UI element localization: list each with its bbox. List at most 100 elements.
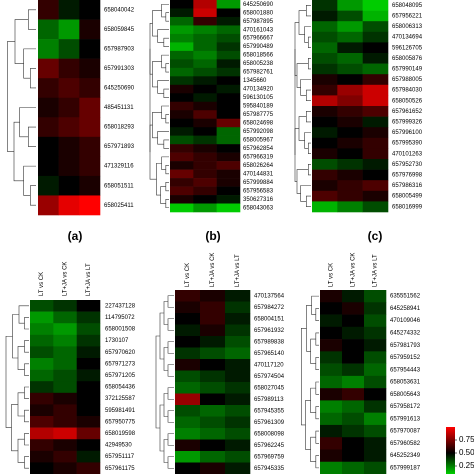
dendrogram bbox=[165, 63, 169, 73]
row-label: 657961932 bbox=[254, 328, 285, 334]
dendrogram bbox=[23, 165, 36, 196]
heatmap-cell bbox=[312, 169, 338, 181]
heatmap-cell bbox=[175, 382, 201, 394]
heatmap-cell bbox=[337, 53, 363, 64]
row-label: 470109046 bbox=[390, 318, 421, 324]
row-label: 227437128 bbox=[105, 303, 136, 309]
heatmap-cell bbox=[76, 404, 101, 417]
heatmap-cell bbox=[337, 84, 363, 96]
heatmap-cell bbox=[200, 439, 226, 452]
dendrogram bbox=[165, 182, 169, 192]
heatmap-cell bbox=[362, 42, 389, 54]
heatmap-cell bbox=[38, 117, 59, 138]
heatmap-cell bbox=[200, 405, 226, 417]
heatmap-cell bbox=[76, 334, 101, 347]
dendrogram bbox=[155, 335, 160, 429]
row-label: 658053631 bbox=[390, 380, 421, 386]
heatmap-cell bbox=[38, 175, 59, 196]
heatmap-cell bbox=[170, 93, 194, 103]
heatmap-cell bbox=[200, 313, 226, 325]
row-label: 645258941 bbox=[390, 306, 421, 312]
heatmap-cell bbox=[225, 405, 251, 417]
heatmap-cell bbox=[170, 135, 194, 145]
heatmap-cell bbox=[216, 33, 241, 43]
heatmap-cell bbox=[362, 0, 389, 11]
dendrogram bbox=[296, 169, 309, 194]
row-label: 658005238 bbox=[243, 61, 274, 67]
dendrogram bbox=[310, 338, 316, 364]
heatmap-cell bbox=[170, 110, 194, 120]
heatmap-cell bbox=[170, 178, 194, 187]
dendrogram bbox=[149, 23, 153, 75]
heatmap-cell bbox=[193, 110, 217, 120]
row-label: 657992098 bbox=[243, 129, 274, 135]
dendrogram bbox=[23, 48, 36, 79]
dendrogram bbox=[305, 400, 311, 450]
row-label: 657958172 bbox=[390, 404, 421, 410]
heatmap-cell bbox=[216, 25, 241, 35]
heatmap-cell bbox=[320, 290, 343, 303]
heatmap-cell bbox=[193, 25, 217, 35]
heatmap-cell bbox=[312, 74, 338, 86]
heatmap-cell bbox=[312, 106, 338, 117]
heatmap-cell bbox=[216, 127, 241, 136]
heatmap-cell bbox=[364, 400, 387, 413]
row-label: 657971205 bbox=[105, 373, 136, 379]
heatmap-cell bbox=[362, 95, 389, 107]
row-label: 658019598 bbox=[105, 431, 136, 437]
dendrogram bbox=[5, 335, 13, 428]
row-label: 657999187 bbox=[390, 465, 421, 471]
heatmap-cell bbox=[362, 116, 389, 128]
heatmap-cell bbox=[216, 118, 241, 128]
row-label: 470101263 bbox=[392, 151, 423, 157]
row-label: 657999326 bbox=[392, 119, 423, 125]
heatmap-cell bbox=[76, 346, 101, 359]
heatmap-cell bbox=[30, 369, 54, 382]
heatmap-cell bbox=[216, 50, 241, 60]
row-label: 658005967 bbox=[243, 137, 274, 143]
heatmap-cell bbox=[216, 203, 241, 213]
dendrogram bbox=[310, 387, 316, 413]
heatmap-cell bbox=[53, 462, 77, 474]
row-label: 657952730 bbox=[392, 162, 423, 168]
heatmap-cell bbox=[364, 437, 387, 450]
heatmap-cell bbox=[312, 0, 338, 11]
heatmap-cell bbox=[362, 63, 389, 75]
heatmap-cell bbox=[175, 324, 201, 337]
heatmap-cell bbox=[193, 16, 217, 26]
heatmap-cell bbox=[193, 76, 217, 86]
heatmap-cell bbox=[216, 110, 241, 120]
heatmap-cell bbox=[175, 462, 201, 474]
heatmap-cell bbox=[364, 375, 387, 389]
heatmap-cell bbox=[175, 290, 201, 302]
row-label: 658043063 bbox=[243, 205, 274, 211]
heatmap-cell bbox=[337, 201, 363, 213]
dendrogram bbox=[301, 328, 307, 426]
heatmap-cell bbox=[342, 412, 365, 426]
heatmap-cell bbox=[320, 437, 343, 450]
heatmap-cell bbox=[30, 416, 54, 428]
heatmap-cell bbox=[79, 195, 101, 216]
row-label: 657950775 bbox=[105, 419, 136, 425]
heatmap-cell bbox=[216, 186, 241, 196]
row-label: 657962854 bbox=[243, 146, 274, 152]
heatmap-cell bbox=[364, 363, 387, 377]
heatmap-cell bbox=[170, 118, 194, 128]
heatmap-cell bbox=[30, 323, 54, 336]
dendrogram bbox=[306, 111, 311, 123]
dendrogram bbox=[157, 131, 169, 145]
heatmap-cell bbox=[225, 370, 251, 383]
dendrogram bbox=[315, 406, 319, 420]
heatmap-cell bbox=[76, 358, 101, 370]
heatmap-cell bbox=[225, 393, 251, 406]
dendrogram bbox=[167, 433, 174, 446]
heatmap-cell bbox=[170, 59, 194, 69]
heatmap-cell bbox=[76, 427, 101, 440]
row-label: 657982761 bbox=[243, 70, 274, 76]
heatmap-cell bbox=[30, 404, 54, 417]
heatmap-cell bbox=[200, 451, 226, 463]
dendrogram bbox=[18, 305, 29, 324]
heatmap-cell bbox=[364, 412, 387, 426]
dendrogram bbox=[28, 126, 36, 147]
row-label: 657956583 bbox=[243, 188, 274, 194]
